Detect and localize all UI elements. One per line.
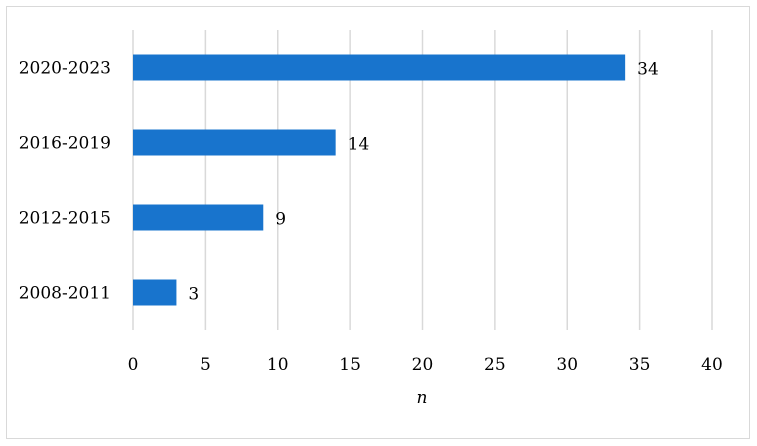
x-tick-label: 5 [200, 355, 211, 375]
x-tick-label: 10 [267, 355, 289, 375]
x-axis-title: n [417, 388, 428, 408]
y-category-label: 2016-2019 [19, 134, 111, 154]
data-label-2016-2019: 14 [348, 135, 370, 155]
bar-2012-2015 [133, 204, 264, 231]
bar-2020-2023 [133, 54, 626, 81]
data-label-2008-2011: 3 [188, 285, 199, 305]
bars [133, 54, 626, 306]
y-category-label: 2020-2023 [19, 59, 111, 79]
labels: 0 5 10 15 20 25 30 35 40 2020-2023 34 2016-2019 14 20… [19, 59, 723, 376]
x-tick-label: 30 [556, 355, 578, 375]
x-tick-label: 35 [629, 355, 651, 375]
x-tick-label: 25 [484, 355, 506, 375]
data-label-2012-2015: 9 [275, 210, 286, 230]
data-label-2020-2023: 34 [637, 60, 659, 80]
x-tick-label: 20 [412, 355, 434, 375]
x-tick-label: 40 [701, 355, 723, 375]
x-tick-label: 0 [128, 355, 139, 375]
bar-2008-2011 [133, 279, 177, 306]
y-category-label: 2012-2015 [19, 209, 111, 229]
bar-2016-2019 [133, 129, 336, 156]
x-tick-label: 15 [339, 355, 361, 375]
y-category-label: 2008-2011 [19, 284, 111, 304]
